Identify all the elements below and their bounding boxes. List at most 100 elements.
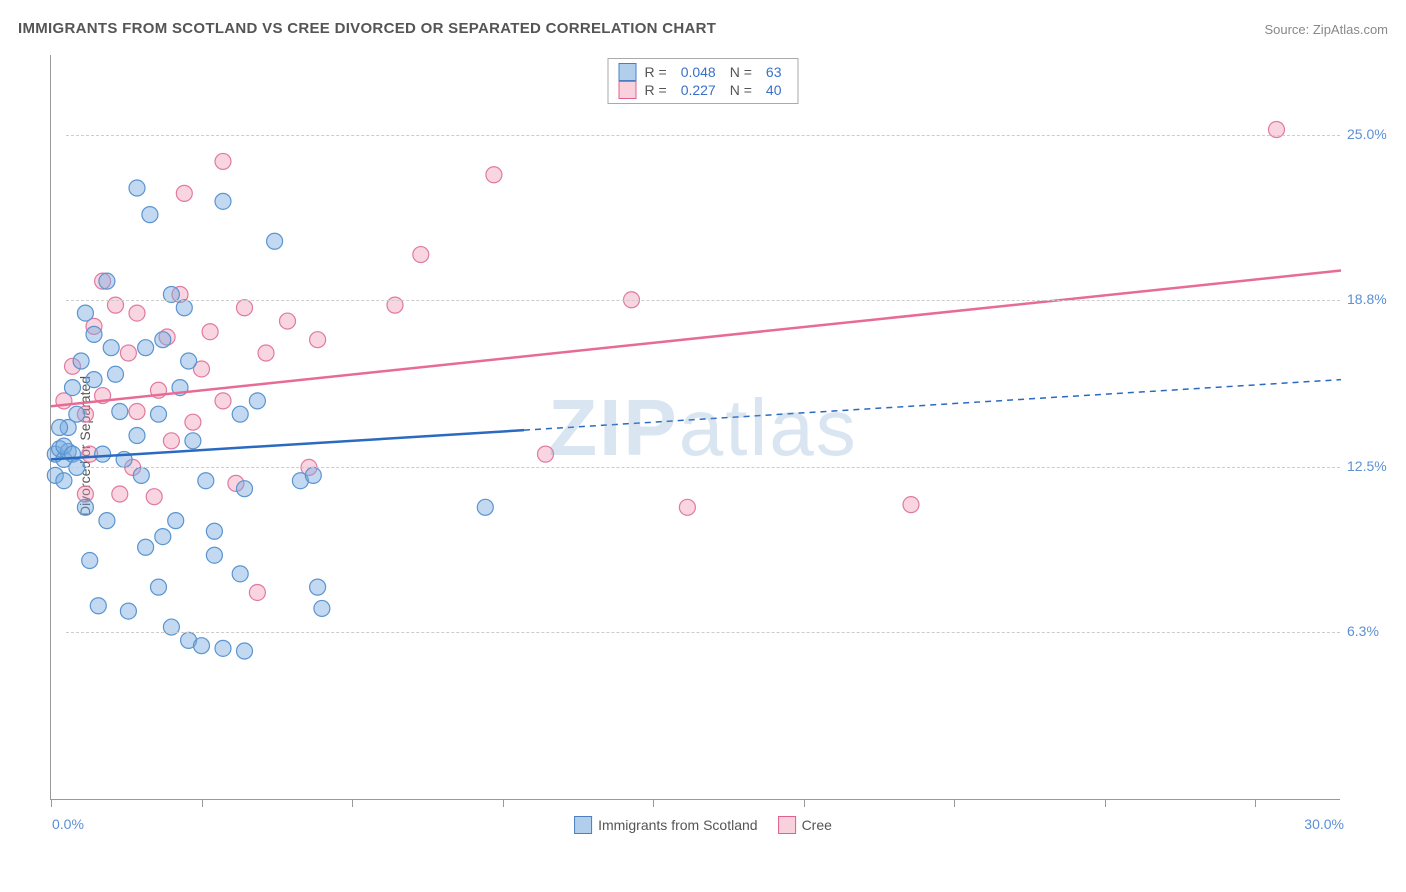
scatter-point [163, 433, 179, 449]
scatter-point [477, 499, 493, 515]
legend-swatch-blue [574, 816, 592, 834]
scatter-point [486, 167, 502, 183]
scatter-point [120, 603, 136, 619]
scatter-point [185, 414, 201, 430]
y-tick-label: 6.3% [1347, 623, 1402, 639]
scatter-point [185, 433, 201, 449]
scatter-point [310, 579, 326, 595]
scatter-point [237, 481, 253, 497]
r-value: 0.048 [681, 64, 716, 80]
scatter-point [249, 393, 265, 409]
scatter-point [310, 332, 326, 348]
gridline-h [66, 467, 1340, 468]
n-value: 40 [766, 82, 782, 98]
trend-line-solid [51, 430, 524, 459]
scatter-point [99, 273, 115, 289]
gridline-h [66, 135, 1340, 136]
gridline-h [66, 300, 1340, 301]
scatter-point [99, 513, 115, 529]
x-tick [804, 799, 805, 807]
scatter-point [151, 406, 167, 422]
x-tick [503, 799, 504, 807]
scatter-point [52, 420, 68, 436]
scatter-point [77, 499, 93, 515]
scatter-point [215, 393, 231, 409]
scatter-point [77, 305, 93, 321]
scatter-point [129, 180, 145, 196]
scatter-point [181, 353, 197, 369]
scatter-point [112, 404, 128, 420]
scatter-point [95, 446, 111, 462]
x-tick [1105, 799, 1106, 807]
scatter-point [232, 566, 248, 582]
scatter-point [206, 547, 222, 563]
scatter-point [146, 489, 162, 505]
scatter-point [194, 638, 210, 654]
scatter-point [176, 300, 192, 316]
legend-item-cree: Cree [778, 816, 832, 834]
scatter-point [138, 340, 154, 356]
scatter-point [202, 324, 218, 340]
scatter-point [903, 497, 919, 513]
scatter-point [413, 247, 429, 263]
scatter-point [314, 600, 330, 616]
scatter-point [206, 523, 222, 539]
legend-item-scotland: Immigrants from Scotland [574, 816, 758, 834]
r-label: R = [645, 82, 667, 98]
scatter-point [65, 380, 81, 396]
y-tick-label: 18.8% [1347, 291, 1402, 307]
scatter-point [73, 353, 89, 369]
n-label: N = [730, 64, 752, 80]
x-tick [1255, 799, 1256, 807]
legend-stats: R = 0.048 N = 63 R = 0.227 N = 40 [608, 58, 799, 104]
legend-stats-row-1: R = 0.048 N = 63 [619, 63, 788, 81]
trend-line-dashed [524, 380, 1341, 431]
scatter-point [86, 326, 102, 342]
scatter-svg [51, 55, 1340, 799]
y-tick-label: 12.5% [1347, 458, 1402, 474]
scatter-point [215, 193, 231, 209]
trend-line-solid [51, 271, 1341, 407]
scatter-point [129, 305, 145, 321]
scatter-point [129, 427, 145, 443]
scatter-point [237, 300, 253, 316]
gridline-h [66, 632, 1340, 633]
legend-label: Cree [802, 817, 832, 833]
x-tick [202, 799, 203, 807]
scatter-point [112, 486, 128, 502]
scatter-point [155, 529, 171, 545]
legend-series: Immigrants from Scotland Cree [574, 816, 832, 834]
scatter-point [133, 467, 149, 483]
scatter-point [237, 643, 253, 659]
x-tick [653, 799, 654, 807]
scatter-point [679, 499, 695, 515]
y-tick-label: 25.0% [1347, 126, 1402, 142]
legend-swatch-pink [619, 81, 637, 99]
scatter-point [90, 598, 106, 614]
scatter-point [232, 406, 248, 422]
scatter-point [108, 366, 124, 382]
scatter-point [305, 467, 321, 483]
n-value: 63 [766, 64, 782, 80]
scatter-point [103, 340, 119, 356]
scatter-point [215, 640, 231, 656]
scatter-point [215, 153, 231, 169]
scatter-point [176, 185, 192, 201]
scatter-point [168, 513, 184, 529]
r-value: 0.227 [681, 82, 716, 98]
scatter-point [258, 345, 274, 361]
correlation-chart: IMMIGRANTS FROM SCOTLAND VS CREE DIVORCE… [0, 0, 1406, 892]
x-tick [51, 799, 52, 807]
legend-label: Immigrants from Scotland [598, 817, 758, 833]
scatter-point [249, 584, 265, 600]
r-label: R = [645, 64, 667, 80]
scatter-point [267, 233, 283, 249]
scatter-point [151, 579, 167, 595]
scatter-point [82, 553, 98, 569]
source-attribution: Source: ZipAtlas.com [1264, 22, 1388, 37]
x-axis-max-label: 30.0% [1304, 816, 1344, 832]
scatter-point [280, 313, 296, 329]
scatter-point [138, 539, 154, 555]
scatter-point [142, 207, 158, 223]
n-label: N = [730, 82, 752, 98]
